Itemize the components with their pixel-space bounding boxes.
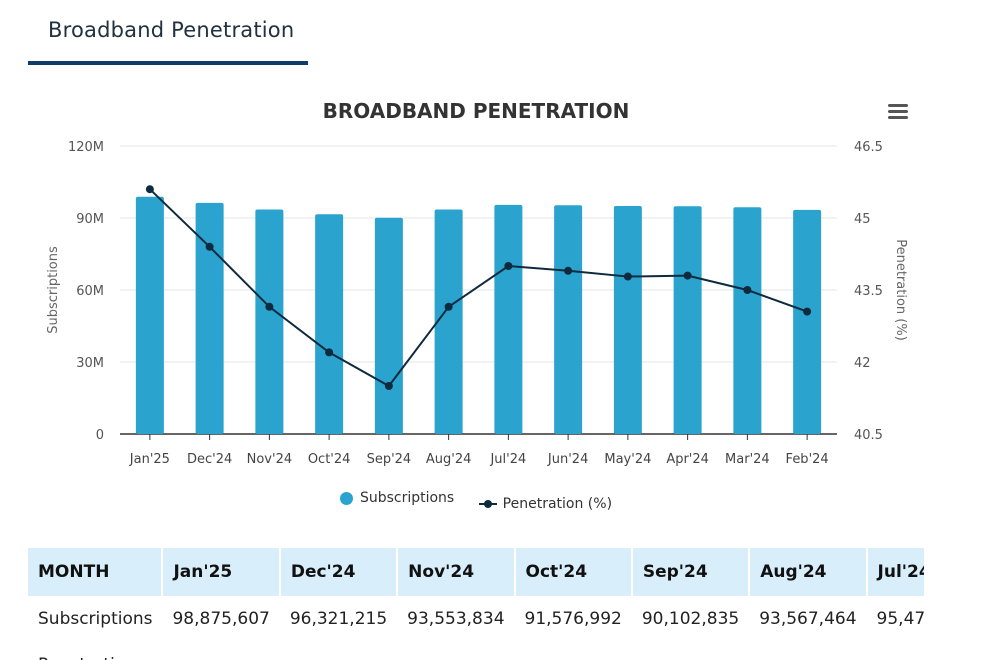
legend-dot-icon xyxy=(339,491,353,505)
chart-svg: 0 30M 60M 90M 120M 40.5 42 43.5 45 46.5 Subscripti… xyxy=(46,140,908,467)
table-header-cell: Aug'24 xyxy=(749,548,868,596)
bar-subscriptions xyxy=(315,214,344,434)
active-tab-indicator xyxy=(28,61,308,65)
bar-subscriptions xyxy=(613,206,642,434)
point-penetration xyxy=(504,262,513,270)
y2-tick-label: 46.5 xyxy=(854,140,883,155)
y2-axis-title: Penetration (%) xyxy=(893,239,908,341)
table-header-cell: Jul'24 xyxy=(866,548,924,596)
table-cell: 90,102,835 xyxy=(641,609,740,629)
chart-legend: Subscriptions Penetration (%) xyxy=(0,490,952,512)
chart-title: BROADBAND PENETRATION xyxy=(322,99,630,123)
table-row-label: Subscriptions xyxy=(38,609,153,629)
point-penetration xyxy=(384,382,393,390)
bar-subscriptions xyxy=(434,209,463,434)
table-cell xyxy=(867,642,924,660)
bar-subscriptions xyxy=(793,209,822,434)
table-header-cell: Oct'24 xyxy=(514,548,633,596)
point-penetration xyxy=(743,286,752,294)
x-tick-label: Oct'24 xyxy=(308,452,351,467)
table-row-label: Penetration xyxy=(28,642,162,660)
table-row: Penetration xyxy=(28,642,924,660)
x-tick-label: Apr'24 xyxy=(666,452,709,467)
point-penetration xyxy=(683,271,692,280)
bar-subscriptions xyxy=(195,202,224,434)
hamburger-menu-icon[interactable] xyxy=(888,104,908,122)
x-tick-label: Aug'24 xyxy=(426,452,472,467)
line-penetration xyxy=(149,188,808,388)
table-cell: 93,567,464 xyxy=(759,609,857,629)
point-penetration xyxy=(444,302,453,311)
y-tick-label: 90M xyxy=(76,212,104,227)
legend-line-icon xyxy=(478,499,497,508)
x-tick-label: Mar'24 xyxy=(725,452,770,467)
table-cell: 95,474,89 xyxy=(876,609,924,629)
x-tick-label: Jan'25 xyxy=(129,452,170,467)
table-cell xyxy=(632,642,749,660)
x-tick-label: Jul'24 xyxy=(489,452,526,467)
bar-subscriptions xyxy=(554,205,583,434)
data-table: MONTH Jan'25 Dec'24 Nov'24 Oct'24 Sep'24 Aug'2… xyxy=(28,548,924,660)
table-cell xyxy=(280,642,397,660)
table-cell xyxy=(162,642,279,660)
y2-tick-label: 43.5 xyxy=(854,284,883,299)
point-penetration xyxy=(205,242,214,251)
y2-tick-label: 42 xyxy=(854,356,871,371)
table-row: Subscriptions 98,875,607 96,321,215 93,553,… xyxy=(28,596,924,642)
point-penetration xyxy=(803,307,812,316)
x-tick-label: Sep'24 xyxy=(367,452,412,467)
point-penetration xyxy=(145,185,154,194)
table-body: Subscriptions 98,875,607 96,321,215 93,553,… xyxy=(28,596,924,660)
table-cell: 98,875,607 xyxy=(172,609,270,629)
x-tick-label: May'24 xyxy=(604,452,651,467)
y2-tick-label: 40.5 xyxy=(854,428,883,443)
table-cell: 96,321,215 xyxy=(289,609,388,629)
table-cell xyxy=(749,642,866,660)
point-penetration xyxy=(623,272,632,281)
bar-subscriptions xyxy=(255,209,284,434)
bar-subscriptions xyxy=(374,217,403,434)
point-penetration xyxy=(325,348,334,357)
bar-subscriptions xyxy=(733,207,762,434)
table-header-cell: Nov'24 xyxy=(397,548,516,596)
bar-subscriptions xyxy=(673,206,702,434)
broadband-chart: BROADBAND PENETRATION 0 30M 60M 90M 120M 40.5… xyxy=(0,80,981,520)
legend-item-subscriptions[interactable]: Subscriptions xyxy=(339,490,455,506)
data-table-container[interactable]: MONTH Jan'25 Dec'24 Nov'24 Oct'24 Sep'24 Aug'2… xyxy=(28,548,924,660)
legend-item-penetration[interactable]: Penetration (%) xyxy=(478,495,613,512)
table-cell: 93,553,834 xyxy=(407,609,505,629)
y-axis-title: Subscriptions xyxy=(46,246,61,334)
y2-tick-label: 45 xyxy=(854,212,871,227)
point-penetration xyxy=(564,266,573,275)
table-header-cell: Dec'24 xyxy=(279,548,399,596)
legend-label-subscriptions: Subscriptions xyxy=(359,490,455,506)
table-cell xyxy=(515,642,632,660)
y-tick-label: 30M xyxy=(76,356,104,371)
table-header-cell: Jan'25 xyxy=(162,548,281,596)
page-tab-title[interactable]: Broadband Penetration xyxy=(48,18,295,42)
bar-subscriptions xyxy=(494,204,523,434)
table-header-month: MONTH xyxy=(28,548,164,596)
x-tick-label: Jun'24 xyxy=(547,452,588,467)
table-cell xyxy=(397,642,514,660)
table-cell: 91,576,992 xyxy=(524,609,622,629)
y-tick-label: 120M xyxy=(68,140,104,155)
y-tick-label: 60M xyxy=(76,284,104,299)
table-header-row: MONTH Jan'25 Dec'24 Nov'24 Oct'24 Sep'24 Aug'2… xyxy=(28,548,924,596)
x-tick-label: Nov'24 xyxy=(247,452,293,467)
x-tick-label: Feb'24 xyxy=(786,452,829,467)
x-tick-label: Dec'24 xyxy=(187,452,232,467)
bar-subscriptions xyxy=(135,196,164,434)
legend-label-penetration: Penetration (%) xyxy=(502,495,613,512)
point-penetration xyxy=(265,302,274,311)
y-tick-label: 0 xyxy=(96,428,104,443)
table-header-cell: Sep'24 xyxy=(631,548,751,596)
